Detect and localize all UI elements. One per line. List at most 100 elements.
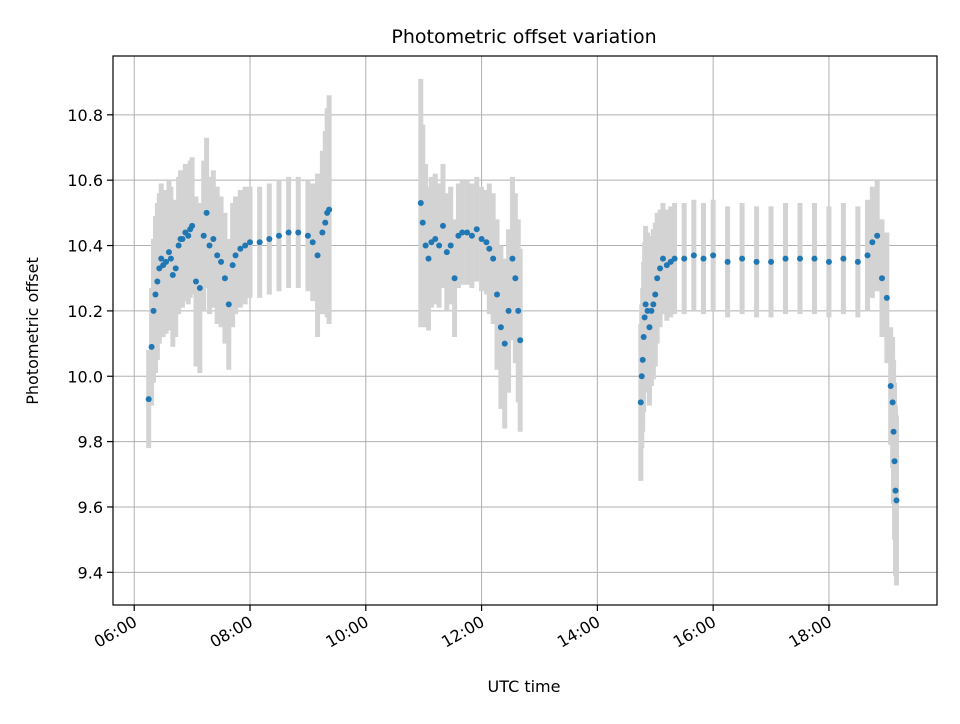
data-point bbox=[650, 301, 657, 308]
data-point bbox=[206, 242, 213, 249]
data-point bbox=[483, 239, 490, 246]
data-point bbox=[417, 200, 424, 207]
y-tick-label: 10.6 bbox=[67, 171, 103, 190]
y-tick-label: 10.8 bbox=[67, 106, 103, 125]
data-point bbox=[869, 239, 876, 246]
data-point bbox=[890, 428, 897, 435]
data-point bbox=[642, 301, 649, 308]
y-tick-label: 10.2 bbox=[67, 302, 103, 321]
data-point bbox=[486, 245, 493, 252]
data-point bbox=[196, 285, 203, 292]
data-point bbox=[648, 307, 655, 314]
y-tick-label: 10.4 bbox=[67, 237, 103, 256]
data-point bbox=[883, 294, 890, 301]
data-point bbox=[295, 229, 302, 236]
data-point bbox=[225, 301, 232, 308]
data-point bbox=[840, 255, 847, 262]
data-point bbox=[879, 275, 886, 282]
x-tick-label: 06:00 bbox=[91, 612, 140, 652]
data-point bbox=[494, 291, 501, 298]
data-point bbox=[782, 255, 789, 262]
data-point bbox=[189, 222, 196, 229]
data-point bbox=[509, 255, 516, 262]
data-point bbox=[210, 236, 217, 242]
x-tick-label: 08:00 bbox=[207, 612, 256, 652]
data-point bbox=[266, 236, 273, 242]
data-point bbox=[739, 255, 746, 262]
data-point bbox=[167, 255, 174, 262]
data-point bbox=[811, 255, 818, 262]
data-point bbox=[515, 307, 522, 314]
data-point bbox=[322, 219, 329, 226]
data-point bbox=[753, 258, 760, 265]
data-point bbox=[425, 255, 432, 262]
x-tick-layer: 06:00 08:00 10:00 12:00 14:00 16:00 18:00 bbox=[91, 605, 835, 652]
data-point bbox=[646, 324, 653, 331]
x-tick-label: 16:00 bbox=[670, 612, 719, 652]
data-point bbox=[473, 226, 480, 233]
data-point bbox=[641, 314, 648, 321]
data-point bbox=[175, 242, 182, 249]
x-tick-label: 14:00 bbox=[554, 612, 603, 652]
errorbar-layer bbox=[146, 78, 899, 586]
data-point bbox=[169, 271, 176, 278]
data-point bbox=[464, 229, 471, 236]
data-point bbox=[864, 252, 871, 259]
data-point bbox=[221, 275, 228, 282]
data-point bbox=[229, 262, 236, 269]
data-point bbox=[451, 275, 458, 282]
data-point bbox=[192, 278, 199, 285]
data-point bbox=[854, 258, 861, 265]
y-axis-label: Photometric offset bbox=[23, 257, 42, 405]
data-point bbox=[874, 232, 881, 239]
data-point bbox=[825, 258, 832, 265]
data-point bbox=[690, 252, 697, 259]
data-point bbox=[887, 383, 894, 390]
data-point bbox=[172, 265, 179, 272]
data-point bbox=[891, 458, 898, 465]
y-tick-label: 9.8 bbox=[78, 433, 103, 452]
data-point bbox=[512, 275, 519, 282]
data-point bbox=[657, 265, 664, 272]
data-point bbox=[654, 275, 661, 282]
data-point bbox=[501, 340, 508, 347]
data-point bbox=[447, 242, 454, 249]
data-point bbox=[700, 255, 707, 262]
data-point bbox=[165, 249, 172, 256]
x-tick-label: 12:00 bbox=[438, 612, 487, 652]
data-point bbox=[247, 239, 254, 246]
data-point bbox=[163, 258, 170, 265]
y-tick-label: 9.4 bbox=[78, 563, 103, 582]
data-point bbox=[671, 255, 678, 262]
data-point bbox=[893, 497, 900, 504]
data-point bbox=[203, 209, 210, 216]
data-point bbox=[478, 236, 485, 242]
data-point bbox=[681, 255, 688, 262]
data-point bbox=[232, 252, 239, 259]
data-point bbox=[179, 236, 186, 242]
data-point bbox=[304, 232, 311, 239]
data-point bbox=[237, 245, 244, 252]
data-point bbox=[326, 206, 333, 213]
data-point bbox=[148, 343, 155, 350]
x-tick-label: 10:00 bbox=[322, 612, 371, 652]
data-point bbox=[490, 255, 497, 262]
data-point bbox=[439, 222, 446, 229]
data-point bbox=[432, 236, 439, 242]
y-tick-label: 9.6 bbox=[78, 498, 103, 517]
data-point bbox=[422, 242, 429, 249]
data-point bbox=[145, 396, 152, 403]
y-tick-label: 10.0 bbox=[67, 367, 103, 386]
data-point bbox=[517, 337, 524, 344]
data-point bbox=[639, 356, 646, 363]
plot-frame bbox=[112, 55, 938, 606]
data-point bbox=[443, 249, 450, 256]
data-point bbox=[242, 242, 249, 249]
data-point bbox=[497, 324, 504, 331]
data-point bbox=[275, 232, 282, 239]
grid-layer bbox=[113, 56, 937, 605]
chart-title: Photometric offset variation bbox=[391, 26, 656, 48]
data-point bbox=[309, 239, 316, 246]
